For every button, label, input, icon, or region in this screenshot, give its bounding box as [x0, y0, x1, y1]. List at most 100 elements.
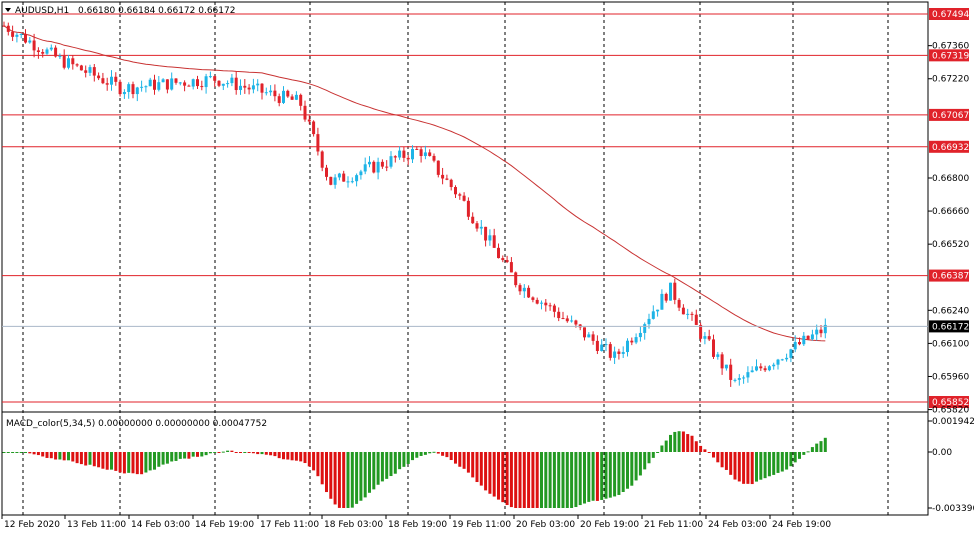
candle-body[interactable]: [239, 85, 242, 91]
candle-body[interactable]: [135, 87, 139, 95]
candle-body[interactable]: [165, 79, 169, 90]
candle-body[interactable]: [423, 152, 427, 157]
candle-body[interactable]: [230, 77, 234, 84]
candle-body[interactable]: [574, 320, 578, 325]
candle-body[interactable]: [329, 176, 333, 185]
candle-body[interactable]: [122, 91, 126, 95]
candle-body[interactable]: [531, 297, 535, 300]
candle-body[interactable]: [746, 372, 750, 378]
candle-body[interactable]: [815, 329, 819, 335]
candle-body[interactable]: [479, 226, 483, 229]
candle-body[interactable]: [604, 344, 608, 346]
candle-body[interactable]: [372, 161, 376, 173]
candle-body[interactable]: [561, 318, 565, 320]
candle-body[interactable]: [200, 86, 204, 88]
price-scale[interactable]: 0.67494 0.67319 0.67067 0.66932 0.66387 0.658…: [928, 8, 969, 416]
candle-body[interactable]: [660, 293, 664, 310]
candle-body[interactable]: [183, 82, 187, 86]
candle-body[interactable]: [462, 195, 466, 201]
candle-body[interactable]: [776, 359, 780, 365]
candle-body[interactable]: [621, 352, 625, 354]
candle-body[interactable]: [720, 354, 724, 369]
candle-body[interactable]: [527, 287, 531, 298]
candle-body[interactable]: [780, 359, 784, 361]
candle-body[interactable]: [299, 94, 303, 106]
candle-body[interactable]: [617, 351, 621, 354]
candle-body[interactable]: [144, 86, 148, 88]
candle-body[interactable]: [41, 52, 45, 54]
candle-body[interactable]: [548, 305, 552, 307]
candle-body[interactable]: [337, 173, 341, 178]
candle-body[interactable]: [363, 164, 367, 172]
candle-body[interactable]: [647, 318, 651, 325]
candle-body[interactable]: [669, 282, 672, 301]
candle-body[interactable]: [626, 340, 629, 353]
candle-body[interactable]: [342, 173, 346, 182]
candle-body[interactable]: [105, 83, 109, 85]
candle-body[interactable]: [294, 94, 298, 100]
candle-body[interactable]: [415, 148, 419, 150]
candle-body[interactable]: [643, 324, 647, 333]
candle-body[interactable]: [630, 340, 634, 343]
candle-body[interactable]: [583, 327, 586, 338]
candle-body[interactable]: [755, 366, 758, 371]
candle-body[interactable]: [608, 344, 612, 358]
candle-body[interactable]: [694, 314, 698, 325]
candle-body[interactable]: [187, 85, 191, 87]
candle-body[interactable]: [380, 161, 384, 167]
candle-body[interactable]: [436, 160, 440, 175]
candle-body[interactable]: [733, 379, 737, 381]
candle-body[interactable]: [759, 366, 763, 369]
candle-body[interactable]: [763, 368, 767, 371]
candle-body[interactable]: [36, 50, 40, 53]
candle-body[interactable]: [454, 187, 457, 195]
candle-body[interactable]: [471, 216, 475, 224]
candle-body[interactable]: [376, 161, 380, 173]
candle-body[interactable]: [613, 351, 617, 358]
candle-body[interactable]: [445, 178, 449, 180]
candle-body[interactable]: [798, 342, 801, 345]
candle-body[interactable]: [355, 175, 359, 182]
candle-body[interactable]: [724, 364, 728, 369]
candle-body[interactable]: [118, 81, 122, 95]
candle-body[interactable]: [350, 181, 354, 183]
candle-body[interactable]: [32, 40, 36, 51]
candle-body[interactable]: [595, 340, 599, 351]
candle-body[interactable]: [810, 334, 814, 340]
candle-body[interactable]: [789, 349, 793, 358]
candle-body[interactable]: [587, 334, 591, 338]
candle-body[interactable]: [591, 334, 595, 341]
candle-body[interactable]: [226, 83, 230, 85]
candle-body[interactable]: [196, 79, 199, 87]
candle-body[interactable]: [15, 34, 19, 37]
candle-body[interactable]: [213, 76, 217, 81]
candle-body[interactable]: [174, 78, 178, 83]
candle-body[interactable]: [432, 155, 436, 161]
candle-body[interactable]: [221, 83, 225, 86]
candle-body[interactable]: [234, 77, 238, 91]
candle-body[interactable]: [101, 78, 105, 84]
candle-body[interactable]: [316, 134, 320, 152]
candle-body[interactable]: [497, 247, 500, 259]
candle-body[interactable]: [385, 166, 389, 168]
candle-body[interactable]: [110, 76, 113, 85]
candle-body[interactable]: [664, 293, 668, 301]
candle-body[interactable]: [411, 148, 414, 160]
candle-body[interactable]: [793, 342, 797, 350]
candle-body[interactable]: [716, 354, 720, 357]
candle-body[interactable]: [552, 305, 556, 312]
candle-body[interactable]: [359, 171, 363, 176]
candle-body[interactable]: [737, 378, 741, 380]
candle-body[interactable]: [79, 65, 83, 71]
candles[interactable]: [2, 21, 827, 387]
candle-body[interactable]: [600, 344, 604, 351]
candle-body[interactable]: [307, 119, 311, 122]
candle-body[interactable]: [282, 90, 285, 103]
candle-body[interactable]: [699, 324, 703, 339]
candle-body[interactable]: [656, 309, 660, 312]
candle-body[interactable]: [75, 64, 79, 66]
candle-body[interactable]: [690, 313, 694, 315]
candle-body[interactable]: [742, 377, 746, 379]
candle-body[interactable]: [277, 96, 281, 103]
